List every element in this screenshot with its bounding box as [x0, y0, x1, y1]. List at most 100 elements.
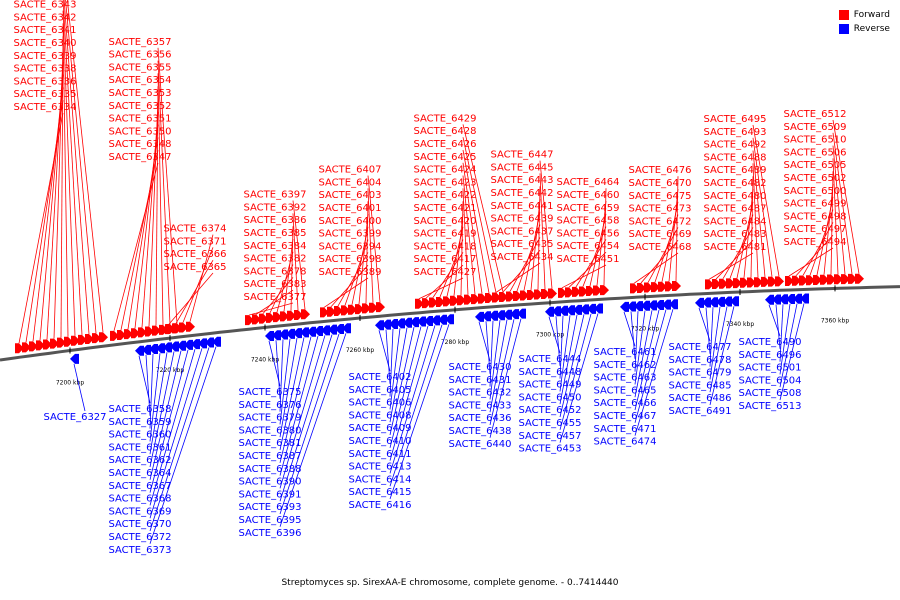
forward-gene-connector [462, 162, 483, 294]
forward-gene-label: SACTE_6459 [556, 203, 619, 214]
forward-gene-arrow [848, 273, 857, 284]
forward-gene-arrow [36, 340, 45, 351]
reverse-gene-arrow [321, 325, 330, 336]
reverse-gene-label: SACTE_6452 [518, 405, 581, 416]
forward-gene-arrow [792, 275, 801, 286]
forward-gene-arrow [705, 279, 714, 290]
forward-gene-label: SACTE_6454 [556, 241, 619, 252]
forward-gene-label: SACTE_6460 [556, 190, 619, 201]
forward-gene-connector [752, 124, 780, 277]
reverse-gene-label: SACTE_6430 [448, 362, 511, 373]
forward-gene-label: SACTE_6352 [108, 101, 171, 112]
reverse-gene-label: SACTE_6393 [238, 502, 301, 513]
forward-gene-label: SACTE_6447 [490, 150, 553, 161]
forward-gene-connector [752, 137, 773, 277]
forward-gene-label: SACTE_6470 [628, 178, 691, 189]
forward-gene-arrow [443, 296, 452, 307]
forward-gene-arrow [145, 326, 154, 337]
reverse-gene-arrow [566, 305, 575, 316]
forward-gene-arrow [768, 276, 777, 287]
reverse-gene-connector [489, 319, 515, 426]
reverse-gene-arrow [723, 296, 732, 307]
forward-gene-arrow [186, 321, 195, 332]
forward-gene-arrow [165, 324, 174, 335]
forward-gene-connector [462, 137, 497, 293]
reverse-gene-connector [149, 348, 203, 519]
reverse-gene-arrow [496, 310, 505, 321]
forward-gene-label: SACTE_6512 [783, 109, 846, 120]
reverse-gene-arrow [580, 304, 589, 315]
reverse-gene-label: SACTE_6513 [738, 401, 801, 412]
forward-gene-arrow [672, 281, 681, 292]
reverse-gene-arrow [389, 318, 398, 329]
forward-gene-label: SACTE_6499 [783, 199, 846, 210]
forward-gene-arrow [85, 333, 94, 344]
forward-gene-label: SACTE_6343 [13, 0, 76, 11]
reverse-gene-label: SACTE_6372 [108, 532, 171, 543]
reverse-gene-label: SACTE_6387 [238, 451, 301, 462]
forward-gene-arrow [99, 332, 108, 343]
reverse-gene-arrow [286, 328, 295, 339]
reverse-gene-label: SACTE_6465 [593, 385, 656, 396]
forward-gene-arrow [117, 329, 126, 340]
forward-gene-label: SACTE_6353 [108, 88, 171, 99]
forward-gene-arrow [806, 275, 815, 286]
forward-gene-label: SACTE_6475 [628, 191, 691, 202]
reverse-gene-label: SACTE_6449 [518, 380, 581, 391]
forward-gene-arrow [548, 288, 557, 299]
forward-gene-connector [46, 61, 64, 340]
forward-gene-arrow [471, 294, 480, 305]
reverse-gene-arrow [396, 318, 405, 329]
reverse-gene-connector [279, 335, 326, 489]
forward-gene-label: SACTE_6383 [243, 279, 306, 290]
reverse-gene-connector [279, 335, 319, 476]
tick-label: 7340 kbp [726, 321, 754, 328]
reverse-gene-label: SACTE_6463 [593, 373, 656, 384]
reverse-gene-label: SACTE_6504 [738, 375, 801, 386]
forward-gene-label: SACTE_6341 [13, 25, 76, 36]
reverse-gene-label: SACTE_6410 [348, 436, 411, 447]
reverse-gene-label: SACTE_6375 [238, 387, 301, 398]
forward-gene-connector [155, 86, 159, 326]
reverse-gene-connector [389, 328, 394, 397]
reverse-gene-label: SACTE_6362 [108, 455, 171, 466]
reverse-gene-arrow [482, 311, 491, 322]
legend-reverse: Reverse [838, 22, 890, 36]
forward-gene-connector [189, 234, 214, 322]
reverse-gene-label: SACTE_6479 [668, 368, 731, 379]
reverse-gene-connector [389, 325, 436, 474]
reverse-gene-label: SACTE_6501 [738, 363, 801, 374]
forward-gene-connector [596, 200, 607, 286]
forward-gene-arrow [287, 310, 296, 321]
reverse-gene-label: SACTE_6448 [518, 367, 581, 378]
forward-gene-arrow [355, 304, 364, 315]
forward-gene-arrow [637, 282, 646, 293]
reverse-gene-label: SACTE_6395 [238, 515, 301, 526]
forward-swatch [838, 10, 849, 20]
reverse-gene-connector [149, 353, 161, 442]
forward-gene-arrow [110, 330, 119, 341]
forward-gene-connector [157, 47, 178, 324]
reverse-gene-arrow [772, 294, 781, 305]
reverse-gene-label: SACTE_6406 [348, 398, 411, 409]
reverse-gene-connector [149, 349, 189, 493]
forward-gene-arrow [376, 302, 385, 313]
reverse-gene-arrow [669, 299, 678, 310]
reverse-gene-arrow [587, 303, 596, 314]
reverse-gene-label: SACTE_6368 [108, 494, 171, 505]
forward-gene-label: SACTE_6495 [703, 114, 766, 125]
forward-gene-arrow [280, 311, 289, 322]
forward-gene-label: SACTE_6398 [318, 254, 381, 265]
reverse-gene-arrow [573, 304, 582, 315]
reverse-gene-arrow [655, 299, 664, 310]
tick-label: 7280 kbp [441, 339, 469, 346]
reverse-gene-connector [709, 306, 728, 393]
forward-gene-arrow [259, 313, 268, 324]
reverse-gene-label: SACTE_6408 [348, 410, 411, 421]
forward-gene-connector [62, 23, 69, 337]
forward-gene-connector [53, 48, 64, 339]
forward-gene-arrow [827, 274, 836, 285]
forward-gene-arrow [658, 281, 667, 292]
reverse-gene-arrow [198, 338, 207, 349]
